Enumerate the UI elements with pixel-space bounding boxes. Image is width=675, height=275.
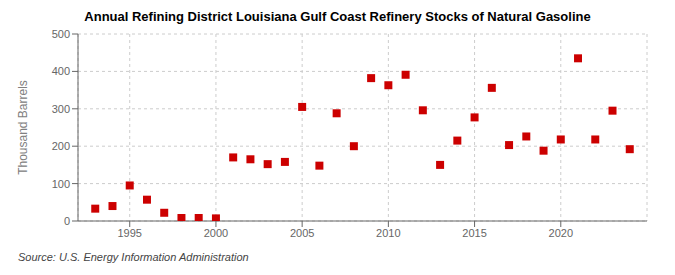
svg-text:200: 200 xyxy=(52,140,70,152)
svg-text:Thousand Barrels: Thousand Barrels xyxy=(16,80,30,175)
svg-text:2000: 2000 xyxy=(204,227,228,239)
html-text:Annual Refining District Louis: Annual Refining District Louisiana Gulf … xyxy=(84,9,591,24)
html-text:Source: U.S. Energy Informatio: Source: U.S. Energy Information Administ… xyxy=(18,251,249,263)
svg-text:0: 0 xyxy=(64,215,70,227)
svg-text:2005: 2005 xyxy=(290,227,314,239)
svg-text:2015: 2015 xyxy=(462,227,486,239)
svg-text:2020: 2020 xyxy=(549,227,573,239)
svg-text:500: 500 xyxy=(52,28,70,40)
svg-text:300: 300 xyxy=(52,103,70,115)
svg-text:2010: 2010 xyxy=(376,227,400,239)
svg-text:1995: 1995 xyxy=(117,227,141,239)
svg-text:100: 100 xyxy=(52,178,70,190)
svg-text:400: 400 xyxy=(52,65,70,77)
